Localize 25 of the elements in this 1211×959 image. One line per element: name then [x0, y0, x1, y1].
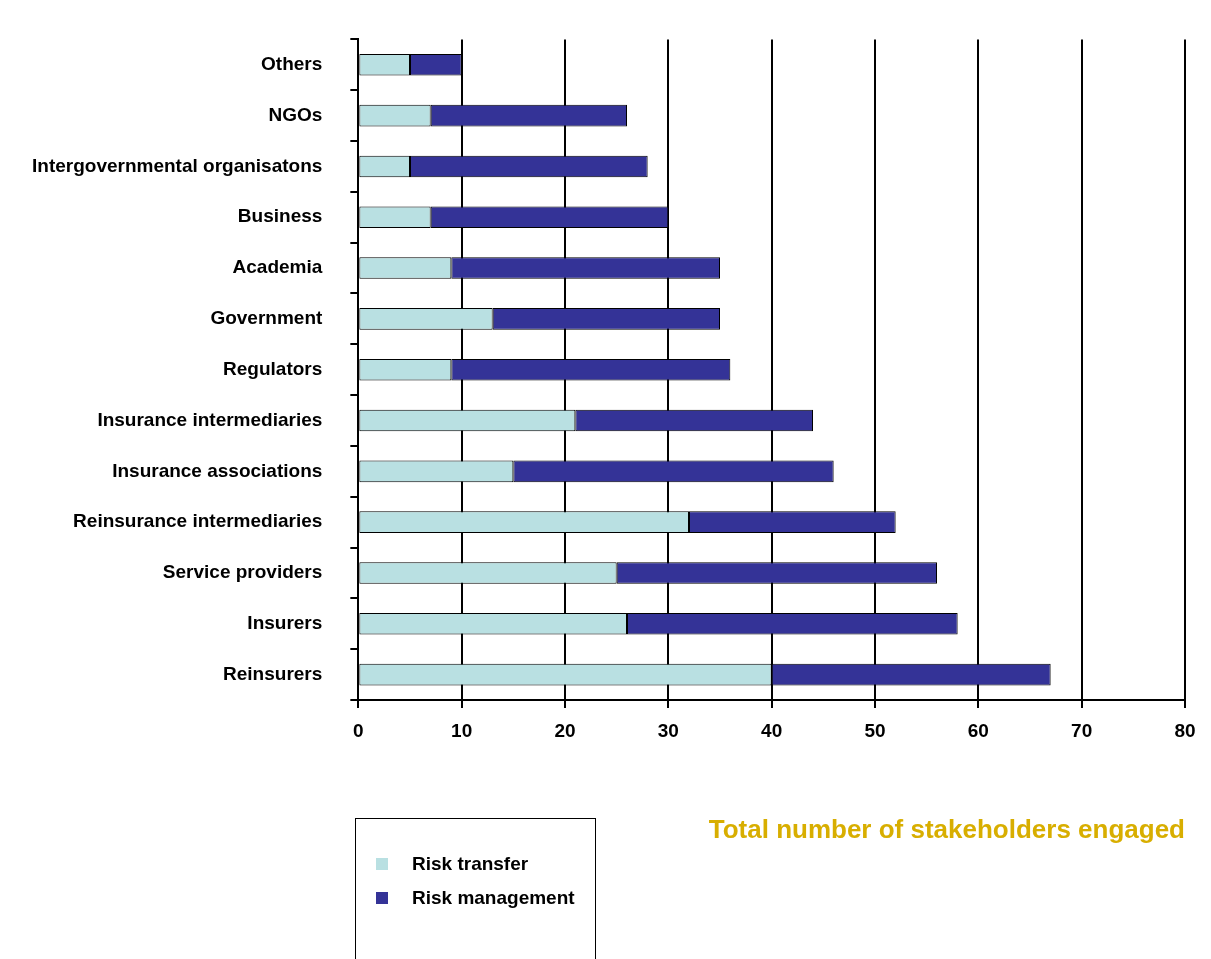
- legend-label: Risk transfer: [412, 853, 529, 875]
- y-tick-label: Others: [261, 53, 323, 75]
- y-tick-label: Insurance associations: [112, 459, 323, 481]
- x-tick-label: 60: [967, 719, 989, 741]
- x-tick-label: 70: [1071, 719, 1093, 741]
- legend-label: Risk management: [412, 887, 575, 909]
- x-tick-label: 0: [353, 719, 364, 741]
- y-tick-label: Reinsurers: [223, 662, 323, 684]
- y-tick-label: Government: [210, 307, 323, 329]
- y-tick-label: Reinsurance intermediaries: [73, 510, 323, 532]
- x-tick-label: 40: [761, 719, 783, 741]
- y-tick-label: Intergovernmental organisatons: [31, 154, 323, 176]
- y-tick-label: Service providers: [162, 561, 323, 583]
- x-tick-label: 20: [554, 719, 576, 741]
- y-tick-label: Academia: [232, 256, 323, 278]
- x-tick-label: 80: [1174, 719, 1196, 741]
- x-axis-title: Total number of stakeholders engaged: [708, 813, 1185, 844]
- x-tick-label: 50: [864, 719, 886, 741]
- x-tick-label: 10: [451, 719, 473, 741]
- y-tick-label: Insurance intermediaries: [97, 408, 323, 430]
- y-tick-label: Business: [237, 205, 323, 227]
- y-tick-label: NGOs: [268, 103, 323, 125]
- x-tick-label: 30: [657, 719, 679, 741]
- y-tick-label: Insurers: [247, 612, 323, 634]
- y-tick-label: Regulators: [223, 357, 323, 379]
